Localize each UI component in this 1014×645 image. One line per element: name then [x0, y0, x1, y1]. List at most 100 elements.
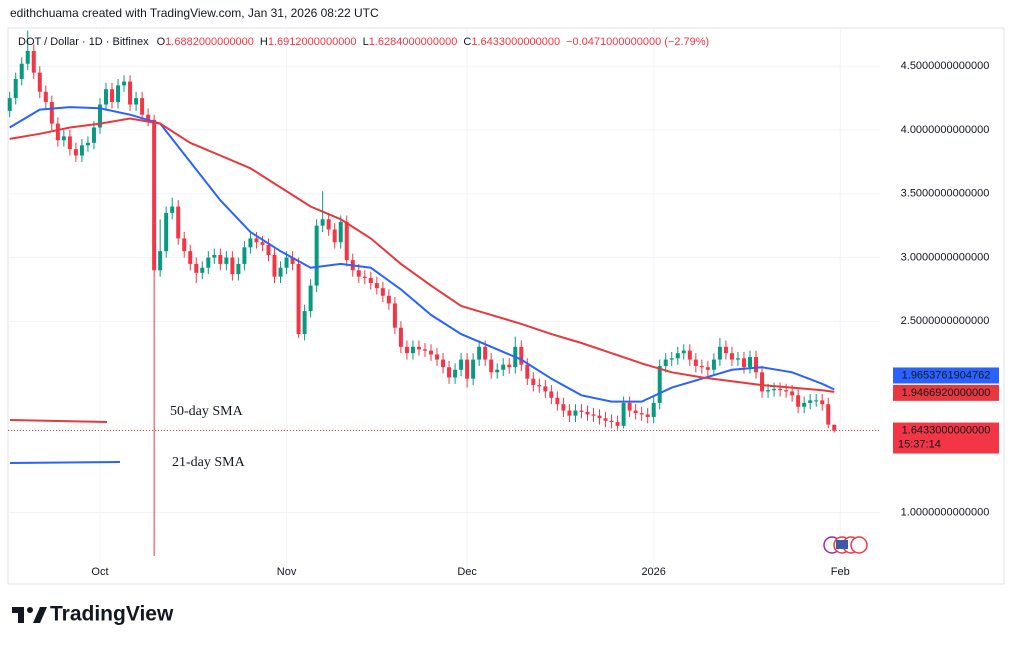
candle-body: [116, 85, 121, 102]
candle-body: [465, 359, 470, 379]
price-tag-label: 1.9466920000000: [902, 387, 991, 399]
candle-body: [723, 346, 728, 354]
candle-body: [43, 91, 48, 102]
candle-body: [549, 391, 554, 398]
candle-body: [579, 410, 584, 412]
candle-body: [103, 89, 108, 105]
candle-body: [296, 263, 301, 335]
candle-body: [19, 63, 24, 80]
candle-body: [248, 238, 253, 248]
candle-body: [754, 357, 759, 373]
candle-body: [543, 386, 548, 392]
candle-body: [320, 219, 325, 226]
candle-body: [471, 359, 476, 379]
candle-body: [651, 402, 656, 417]
candle-body: [332, 229, 337, 243]
candle-body: [567, 410, 572, 416]
candle-body: [621, 402, 626, 426]
candle-body: [495, 369, 500, 373]
candle-body: [49, 101, 54, 124]
candle-body: [675, 353, 680, 359]
price-tag: [893, 367, 999, 384]
candle-body: [531, 378, 536, 386]
candle-body: [802, 402, 807, 407]
candle-body: [747, 357, 752, 368]
candle-body: [284, 257, 289, 268]
candle-body: [266, 244, 271, 255]
countdown: 15:37:14: [898, 438, 941, 450]
candle-body: [308, 285, 313, 312]
candle-body: [110, 89, 115, 102]
candle-body: [7, 98, 12, 111]
candle-body: [483, 346, 488, 360]
plot: [7, 30, 880, 556]
x-tick-label: Nov: [277, 566, 297, 578]
candle-body: [356, 270, 361, 277]
x-tick-label: Oct: [91, 566, 108, 578]
candle-body: [85, 142, 90, 146]
candle-body: [687, 350, 692, 360]
y-tick-label: 4.0000000000000: [901, 124, 990, 136]
candle-body: [158, 251, 163, 271]
candle-body: [55, 123, 60, 141]
candle-body: [447, 367, 452, 378]
candle-body: [814, 400, 819, 402]
candle-body: [212, 254, 217, 258]
change: −0.0471000000000 (−2.79%): [566, 36, 709, 48]
candle-body: [609, 420, 614, 423]
candle-body: [741, 358, 746, 368]
symbol-legend: DOT / Dollar · 1D · Bitfinex O1.688200000…: [18, 36, 709, 48]
candle-body: [176, 206, 181, 239]
candle-body: [735, 358, 740, 360]
legend-swatch: [9, 419, 108, 423]
candle-body: [537, 385, 542, 387]
legend-line-50: [9, 419, 108, 423]
candle-body: [338, 221, 343, 243]
candle-body: [573, 410, 578, 416]
price-tag: [893, 384, 999, 401]
candle-body: [561, 404, 566, 411]
candle-body: [693, 359, 698, 366]
ohlc-key: C: [463, 36, 471, 48]
ohlc-key: L: [363, 36, 369, 48]
candle-body: [25, 50, 30, 64]
candle-body: [79, 145, 84, 156]
candle-body: [615, 422, 620, 426]
candle-body: [428, 350, 433, 355]
ohlc-key: H: [260, 36, 268, 48]
candle-body: [416, 346, 421, 350]
candle-body: [230, 257, 235, 275]
price-tag: [893, 422, 999, 454]
candle-body: [591, 414, 596, 416]
candle-body: [140, 98, 145, 115]
candle-body: [778, 388, 783, 391]
candle-body: [170, 206, 175, 213]
sma-line: [9, 106, 835, 403]
flag-icon: [850, 536, 868, 554]
candle-body: [820, 400, 825, 405]
candle-body: [290, 257, 295, 264]
candle-body: [380, 288, 385, 296]
candle-body: [519, 346, 524, 365]
candle-body: [525, 364, 530, 379]
candle-body: [344, 221, 349, 261]
y-tick-label: 3.5000000000000: [901, 188, 990, 200]
legend-label: 50-day SMA: [170, 404, 244, 419]
plot-frame: [7, 27, 1005, 585]
candle-body: [705, 367, 710, 370]
candle-body: [784, 390, 789, 392]
candle-body: [555, 397, 560, 405]
candle-body: [200, 267, 205, 273]
candle-body: [441, 359, 446, 368]
candle-body: [422, 349, 427, 351]
logo-mark: [27, 607, 33, 613]
candle-body: [459, 359, 464, 370]
candle-body: [681, 350, 686, 354]
candle-body: [435, 354, 440, 360]
ohlc-value: 1.6284000000000: [369, 36, 458, 48]
legend-line-21: [9, 461, 121, 464]
candle-body: [826, 404, 831, 425]
ohlc-value: 1.6433000000000: [471, 36, 560, 48]
y-tick-label: 1.0000000000000: [901, 506, 990, 518]
candle-body: [766, 390, 771, 392]
